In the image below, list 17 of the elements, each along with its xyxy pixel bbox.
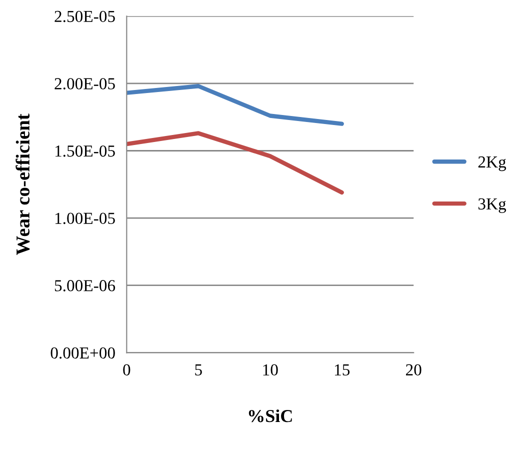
x-tick-label: 0 xyxy=(123,364,130,376)
y-tick-label: 1.50E-05 xyxy=(55,145,115,157)
x-tick-label: 5 xyxy=(195,364,202,376)
legend-label: 2Kg xyxy=(478,156,506,172)
y-tick-label: 2.00E-05 xyxy=(54,78,115,90)
x-tick-label: 15 xyxy=(335,364,350,376)
line-series xyxy=(126,131,344,195)
y-axis-title: Wear co-efficient xyxy=(16,114,30,255)
y-tick-label: 2.50E-05 xyxy=(54,10,115,22)
x-tick-label: 20 xyxy=(406,364,422,376)
y-tick-label: 0.00E+00 xyxy=(50,347,115,359)
legend-label: 3Kg xyxy=(478,198,506,213)
y-tick-label: 1.00E-05 xyxy=(55,212,115,224)
y-tick-label: 5.00E-06 xyxy=(54,280,116,292)
line-series xyxy=(126,84,344,126)
x-axis-title: %SiC xyxy=(248,409,292,422)
x-tick-label: 10 xyxy=(263,364,278,376)
